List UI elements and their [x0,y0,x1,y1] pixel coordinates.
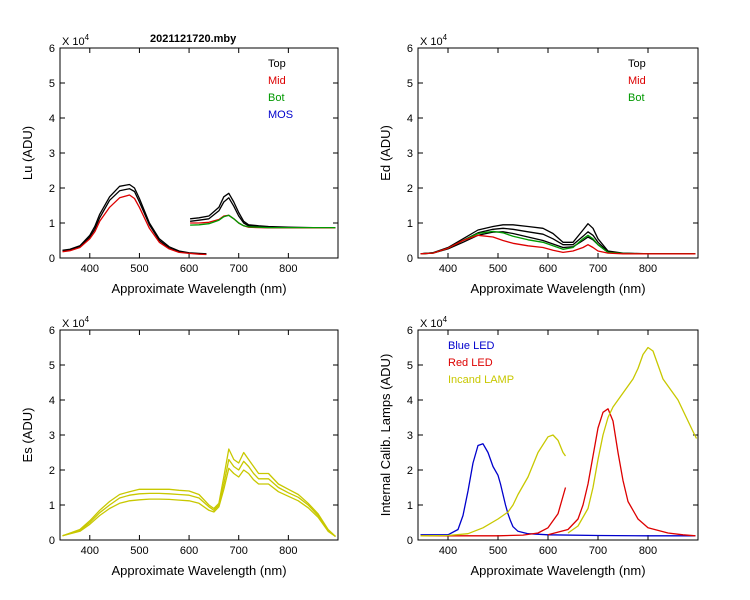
y-tick-label: 5 [49,78,55,90]
x-tick-label: 700 [230,263,248,275]
y-tick-label: 6 [407,325,413,337]
x-axis-label: Approximate Wavelength (nm) [111,281,286,296]
axis-multiplier-exponent: 4 [443,33,448,42]
plot-frame [417,47,699,259]
series-line-mid [420,234,696,255]
series-line-es-a [62,448,336,537]
y-tick-label: 0 [407,535,413,547]
y-tick-label: 3 [49,430,55,442]
y-tick-label: 1 [407,500,413,512]
axis-multiplier-exponent: 4 [85,33,90,42]
y-tick-label: 2 [49,465,55,477]
x-tick-label: 600 [180,545,198,557]
x-tick-label: 400 [81,545,99,557]
y-tick-label: 3 [407,148,413,160]
y-tick-label: 5 [407,360,413,372]
legend-entry-top: Top [268,58,286,70]
x-tick-label: 400 [439,545,457,557]
axis-multiplier-exponent: 4 [85,315,90,324]
legend-entry-top: Top [628,58,646,70]
x-tick-label: 500 [130,263,148,275]
series-line-red-led [420,487,567,537]
chart-panel-4: 0 1 2 3 4 5 6 400 500 600 700 800 X 104 Approximate W… [378,315,699,578]
x-tick-label: 600 [539,263,557,275]
x-tick-label: 700 [230,545,248,557]
y-tick-label: 1 [407,218,413,230]
y-tick-label: 1 [49,500,55,512]
x-axis-label: Approximate Wavelength (nm) [470,563,645,578]
axis-multiplier-label: X 104 [62,33,90,48]
x-tick-label: 500 [489,263,507,275]
y-axis-label: Es (ADU) [20,408,35,463]
x-tick-label: 600 [539,545,557,557]
series-line-red-led [547,408,696,537]
y-tick-label: 3 [49,148,55,160]
plot-frame [59,47,339,259]
x-tick-label: 800 [639,545,657,557]
series-line-incand-lamp [420,434,567,537]
x-tick-label: 400 [439,263,457,275]
x-axis-label: Approximate Wavelength (nm) [470,281,645,296]
y-tick-label: 6 [49,43,55,55]
series-line-bot [190,214,336,229]
legend-entry-bot: Bot [268,92,285,104]
y-tick-label: 0 [49,535,55,547]
series-line-blue-led [420,443,696,537]
x-tick-label: 800 [279,263,297,275]
x-tick-label: 500 [489,545,507,557]
y-tick-label: 0 [49,253,55,265]
legend-entry-incand-lamp: Incand LAMP [448,374,514,386]
legend-entry-blue-led: Blue LED [448,340,495,352]
series-line-top-c [420,231,696,255]
axis-multiplier-label: X 104 [420,315,448,330]
x-axis-label: Approximate Wavelength (nm) [111,563,286,578]
x-tick-label: 600 [180,263,198,275]
y-tick-label: 4 [49,395,55,407]
x-tick-label: 800 [639,263,657,275]
legend-entry-red-led: Red LED [448,357,493,369]
chart-panel-2: 0 1 2 3 4 5 6 400 500 600 700 800 X 104 Approximate W… [378,33,699,296]
series-line-incand-lamp [567,346,698,534]
legend-entry-mid: Mid [268,75,286,87]
y-tick-label: 5 [49,360,55,372]
x-tick-label: 500 [130,545,148,557]
y-tick-label: 3 [407,430,413,442]
series-line-es-c [62,467,336,538]
series-line-mid [62,194,207,256]
x-tick-label: 400 [81,263,99,275]
y-axis-label: Internal Calib. Lamps (ADU) [378,354,393,517]
axis-multiplier-label: X 104 [62,315,90,330]
axis-multiplier-label: X 104 [420,33,448,48]
y-tick-label: 2 [49,183,55,195]
axis-multiplier-exponent: 4 [443,315,448,324]
file-title: 2021121720.mby [150,33,237,45]
chart-panel-3: 0 1 2 3 4 5 6 400 500 600 700 800 X 104 Approximate W… [20,315,339,578]
legend-entry-mos: MOS [268,109,293,121]
series-line-es-b [62,458,336,537]
y-tick-label: 2 [407,465,413,477]
x-tick-label: 700 [589,263,607,275]
legend-entry-mid: Mid [628,75,646,87]
y-tick-label: 6 [407,43,413,55]
y-axis-label: Lu (ADU) [20,126,35,180]
legend-entry-bot: Bot [628,92,645,104]
x-tick-label: 800 [279,545,297,557]
y-axis-label: Ed (ADU) [378,125,393,181]
x-tick-label: 700 [589,545,607,557]
y-tick-label: 6 [49,325,55,337]
y-tick-label: 4 [407,113,413,125]
y-tick-label: 5 [407,78,413,90]
chart-panel-1: 0 1 2 3 4 5 6 400 500 600 700 800 X 104 Approximate W… [20,33,339,296]
series-line-top-a [420,223,696,255]
y-tick-label: 2 [407,183,413,195]
y-tick-label: 4 [407,395,413,407]
y-tick-label: 1 [49,218,55,230]
y-tick-label: 4 [49,113,55,125]
y-tick-label: 0 [407,253,413,265]
